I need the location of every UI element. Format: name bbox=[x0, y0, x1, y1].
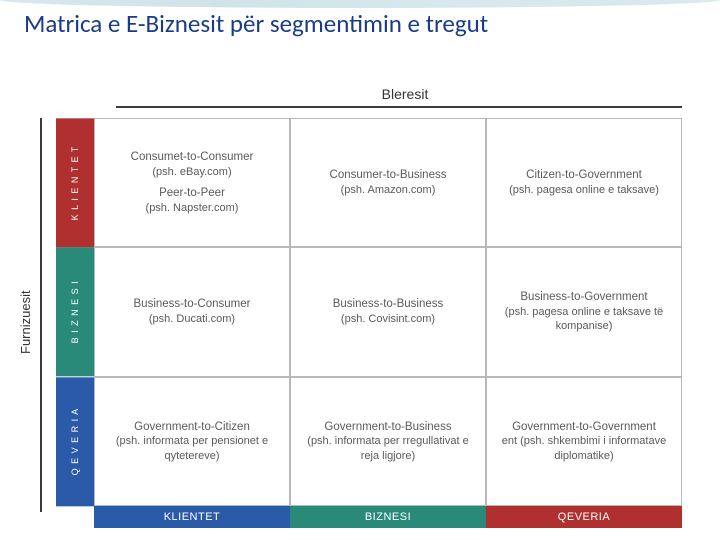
cell-block: Consumet-to-Consumer(psh. eBay.com) bbox=[131, 150, 254, 179]
row-header-qeveria: Q E V E R I A bbox=[56, 377, 94, 506]
cell-title: Consumer-to-Business bbox=[330, 168, 447, 183]
cell-example: (psh. Napster.com) bbox=[146, 201, 239, 215]
col-footer-biznesi: BIZNESI bbox=[290, 506, 486, 528]
cell-block: Peer-to-Peer(psh. Napster.com) bbox=[146, 186, 239, 215]
cell-title: Business-to-Business bbox=[333, 297, 444, 312]
cell-title: Government-to-Business bbox=[301, 420, 475, 435]
axis-top-label: Bleresit bbox=[138, 86, 672, 104]
cell-title: Peer-to-Peer bbox=[146, 186, 239, 201]
cell-example: (psh. Ducati.com) bbox=[134, 312, 251, 326]
cell-title: Government-to-Government bbox=[497, 420, 671, 435]
cell-c2c: Consumet-to-Consumer(psh. eBay.com) Peer-… bbox=[94, 118, 290, 247]
cell-block: Business-to-Consumer(psh. Ducati.com) bbox=[134, 297, 251, 326]
cell-example: (psh. Covisint.com) bbox=[333, 312, 444, 326]
ebusiness-matrix: Bleresit Furnizuesit K L I E N T E T Con… bbox=[18, 86, 702, 528]
cell-block: Business-to-Government(psh. pagesa onlin… bbox=[497, 290, 671, 334]
col-footer-klientet: KLIENTET bbox=[94, 506, 290, 528]
corner-blank bbox=[56, 506, 94, 528]
cell-example: ent (psh. shkembimi i informatave diplom… bbox=[497, 434, 671, 463]
cell-example: (psh. informata per rregullativat e reja… bbox=[301, 434, 475, 463]
cell-title: Citizen-to-Government bbox=[509, 168, 659, 183]
cell-block: Citizen-to-Government(psh. pagesa online… bbox=[509, 168, 659, 197]
cell-g2c: Government-to-Citizen(psh. informata per… bbox=[94, 377, 290, 506]
cell-example: (psh. pagesa online e taksave) bbox=[509, 183, 659, 197]
cell-block: Government-to-Governmentent (psh. shkemb… bbox=[497, 420, 671, 464]
axis-top-rule bbox=[116, 106, 682, 108]
cell-b2c: Business-to-Consumer(psh. Ducati.com) bbox=[94, 247, 290, 376]
axis-left-label: Furnizuesit bbox=[18, 136, 36, 508]
cell-g2b: Government-to-Business(psh. informata pe… bbox=[290, 377, 486, 506]
cell-block: Business-to-Business(psh. Covisint.com) bbox=[333, 297, 444, 326]
cell-c2g: Citizen-to-Government(psh. pagesa online… bbox=[486, 118, 682, 247]
cell-example: (psh. pagesa online e taksave të kompani… bbox=[497, 305, 671, 334]
row-header-klientet: K L I E N T E T bbox=[56, 118, 94, 247]
axis-left-rule bbox=[40, 118, 42, 512]
cell-block: Government-to-Citizen(psh. informata per… bbox=[105, 420, 279, 464]
cell-title: Consumet-to-Consumer bbox=[131, 150, 254, 165]
cell-b2g: Business-to-Government(psh. pagesa onlin… bbox=[486, 247, 682, 376]
cell-example: (psh. eBay.com) bbox=[131, 165, 254, 179]
cell-c2b: Consumer-to-Business(psh. Amazon.com) bbox=[290, 118, 486, 247]
cell-b2b: Business-to-Business(psh. Covisint.com) bbox=[290, 247, 486, 376]
cell-example: (psh. Amazon.com) bbox=[330, 183, 447, 197]
cell-g2g: Government-to-Governmentent (psh. shkemb… bbox=[486, 377, 682, 506]
cell-block: Consumer-to-Business(psh. Amazon.com) bbox=[330, 168, 447, 197]
cell-example: (psh. informata per pensionet e qytetere… bbox=[105, 434, 279, 463]
cell-title: Business-to-Consumer bbox=[134, 297, 251, 312]
matrix-grid: K L I E N T E T Consumet-to-Consumer(psh… bbox=[56, 118, 682, 528]
cell-title: Government-to-Citizen bbox=[105, 420, 279, 435]
row-header-biznesi: B I Z N E S I bbox=[56, 247, 94, 376]
col-footer-qeveria: QEVERIA bbox=[486, 506, 682, 528]
cell-title: Business-to-Government bbox=[497, 290, 671, 305]
cell-block: Government-to-Business(psh. informata pe… bbox=[301, 420, 475, 464]
